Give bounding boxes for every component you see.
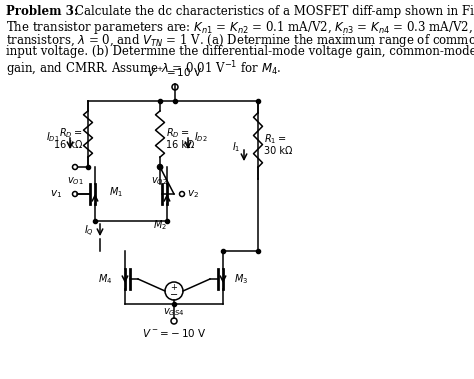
Text: $V^-\!=\!-10\ \mathrm{V}$: $V^-\!=\!-10\ \mathrm{V}$: [142, 327, 206, 339]
Text: $M_4$: $M_4$: [98, 272, 112, 286]
Text: gain, and CMRR. Assume $\lambda$ = 0.01 V$^{-1}$ for $M_4$.: gain, and CMRR. Assume $\lambda$ = 0.01 …: [6, 59, 282, 78]
Text: $I_{D2}$: $I_{D2}$: [194, 130, 208, 144]
Text: $V^+= 10\ \mathrm{V}$: $V^+= 10\ \mathrm{V}$: [147, 66, 203, 79]
Text: 30 kΩ: 30 kΩ: [264, 146, 292, 156]
Text: +: +: [171, 282, 177, 291]
Text: $R_D=$: $R_D=$: [166, 126, 190, 140]
Text: 16 kΩ: 16 kΩ: [166, 140, 194, 150]
Text: Calculate the dc characteristics of a MOSFET diff-amp shown in Figure.: Calculate the dc characteristics of a MO…: [75, 5, 474, 18]
Text: 16 kΩ: 16 kΩ: [54, 140, 82, 150]
Text: $v_{1}$: $v_{1}$: [50, 188, 62, 200]
Text: $I_1$: $I_1$: [231, 140, 240, 154]
Text: input voltage. (b) Determine the differential-mode voltage gain, common-mode vol: input voltage. (b) Determine the differe…: [6, 45, 474, 58]
Text: $M_1$: $M_1$: [109, 185, 123, 199]
Text: $I_Q$: $I_Q$: [84, 224, 94, 238]
Text: Problem 3:: Problem 3:: [6, 5, 78, 18]
Text: $v_{O1}$: $v_{O1}$: [67, 175, 83, 187]
Text: $R_D=$: $R_D=$: [59, 126, 82, 140]
Text: transistors, $\lambda$ = 0, and $V_{TN}$ = 1 V. (a) Determine the maximum range : transistors, $\lambda$ = 0, and $V_{TN}$…: [6, 32, 474, 49]
Text: $R_1=$: $R_1=$: [264, 132, 286, 146]
Text: $M_3$: $M_3$: [234, 272, 248, 286]
Text: −: −: [170, 290, 178, 300]
Text: The transistor parameters are: $K_{n1}$ = $K_{n2}$ = 0.1 mA/V2, $K_{n3}$ = $K_{n: The transistor parameters are: $K_{n1}$ …: [6, 19, 474, 36]
Text: $v_{O2}$: $v_{O2}$: [151, 175, 167, 187]
Text: $v_2$: $v_2$: [187, 188, 199, 200]
Text: $v_{GS4}$: $v_{GS4}$: [164, 306, 185, 318]
Text: $M_2$: $M_2$: [153, 218, 167, 232]
Text: $I_{D1}$: $I_{D1}$: [46, 130, 60, 144]
